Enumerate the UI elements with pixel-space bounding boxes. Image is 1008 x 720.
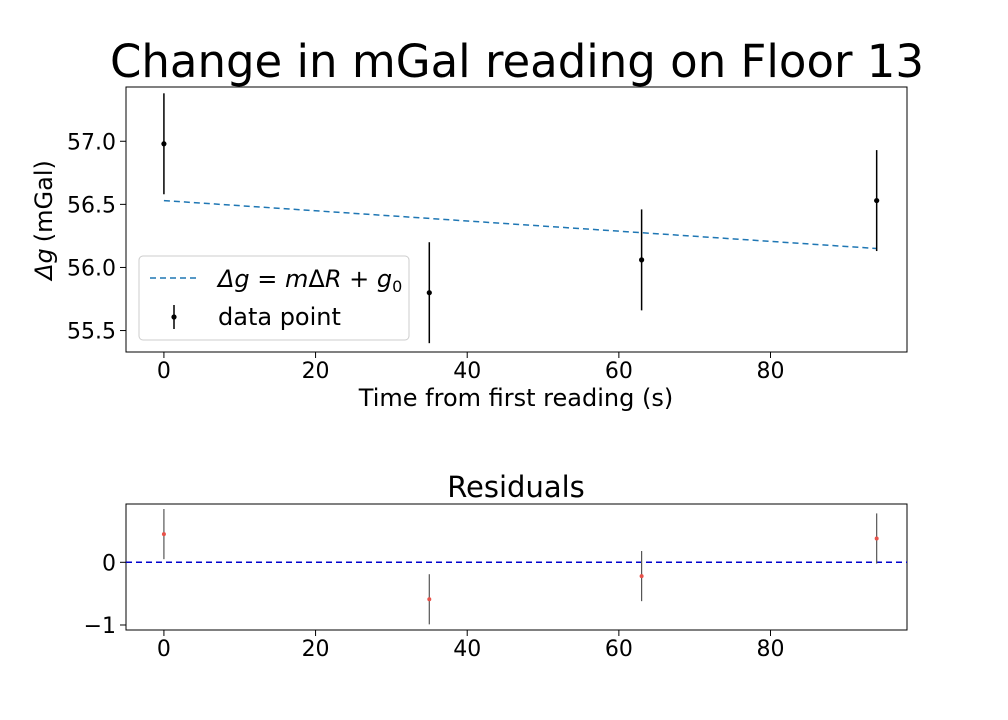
- main-y-tick-label: 56.0: [67, 256, 116, 281]
- residual-marker: [161, 532, 166, 537]
- data-point-marker: [161, 141, 167, 147]
- data-point-marker: [639, 257, 645, 263]
- y-axis-symbol: Δg: [30, 248, 58, 282]
- residuals-title: Residuals: [447, 470, 585, 504]
- residuals-plot-frame: [125, 503, 908, 631]
- residuals-plot-panel: Residuals 0 20 40 60 80 −1 0: [84, 470, 908, 662]
- res-x-tick-label: 80: [757, 637, 785, 662]
- legend: Δg = mΔR + g0 data point: [138, 255, 410, 341]
- main-x-ticks: 0 20 40 60 80: [157, 352, 785, 384]
- main-plot-frame: [125, 86, 908, 353]
- main-x-tick-label: 40: [453, 359, 481, 384]
- legend-box: [138, 255, 410, 341]
- legend-point-label: data point: [218, 303, 341, 331]
- fit-line: [163, 199, 877, 250]
- residual-marker: [874, 536, 879, 541]
- y-axis-unit: (mGal): [30, 160, 58, 242]
- legend-point-marker-swatch: [171, 314, 177, 320]
- res-x-tick-label: 60: [605, 637, 633, 662]
- main-y-tick-label: 55.5: [67, 320, 116, 345]
- residual-marker: [639, 574, 644, 579]
- residuals-y-ticks: −1 0: [84, 551, 126, 639]
- residual-marker: [427, 597, 432, 602]
- fit-line-layer: [163, 199, 877, 250]
- data-points-layer: [161, 93, 880, 344]
- main-y-tick-label: 56.5: [67, 193, 116, 218]
- legend-fit-label: Δg = mΔR + g0: [216, 265, 402, 296]
- main-x-axis-label: Time from first reading (s): [358, 384, 673, 412]
- res-x-tick-label: 20: [302, 637, 330, 662]
- data-point-marker: [874, 197, 880, 204]
- res-x-tick-label: 40: [453, 637, 481, 662]
- main-x-tick-label: 80: [757, 359, 785, 384]
- figure-title: Change in mGal reading on Floor 13: [110, 35, 924, 88]
- main-y-ticks: 55.5 56.0 56.5 57.0: [67, 130, 126, 345]
- main-x-tick-label: 20: [302, 359, 330, 384]
- res-y-tick-label: −1: [84, 614, 116, 639]
- main-x-tick-label: 60: [605, 359, 633, 384]
- data-point-marker: [426, 290, 432, 296]
- res-y-tick-label: 0: [102, 551, 116, 576]
- res-x-tick-label: 0: [157, 637, 171, 662]
- main-y-tick-label: 57.0: [67, 130, 116, 155]
- residual-points-layer: [161, 509, 879, 625]
- residuals-x-ticks: 0 20 40 60 80: [157, 630, 785, 662]
- main-plot-panel: 0 20 40 60 80 55.5 56.0 56.5 57.0 Time from fir…: [30, 86, 908, 412]
- main-x-tick-label: 0: [157, 359, 171, 384]
- main-y-axis-label: Δg (mGal): [30, 160, 58, 282]
